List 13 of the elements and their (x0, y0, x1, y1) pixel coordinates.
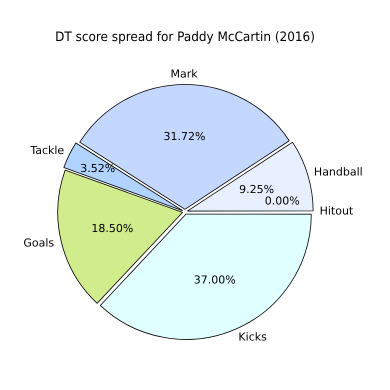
text: 0.00% (264, 194, 300, 208)
data-label: 31.72% (163, 130, 206, 143)
slice-label: Kicks (238, 330, 268, 344)
data-label: 9.25% (239, 183, 274, 196)
data-label: 3.52% (80, 162, 116, 175)
slice-label: Goals (23, 236, 54, 250)
slice-label: Mark (170, 68, 198, 81)
chart-title: DT score spread for Paddy McCartin (2016) (55, 28, 315, 44)
category-label: Hitout (320, 204, 354, 218)
slice-label: Tackle (29, 144, 64, 158)
data-label: 18.50% (91, 222, 134, 236)
data-label: 37.00% (194, 273, 236, 286)
slice-label: Handball (314, 165, 363, 178)
